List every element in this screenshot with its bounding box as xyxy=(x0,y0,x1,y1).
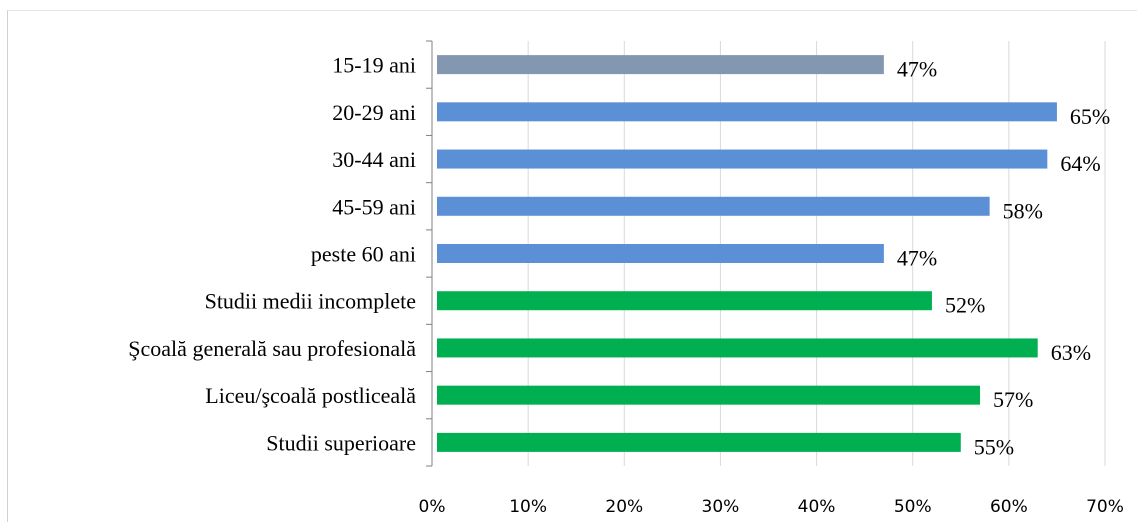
data-label: 55% xyxy=(974,434,1014,459)
data-label: 47% xyxy=(897,246,937,271)
bar xyxy=(437,432,961,452)
bar xyxy=(437,244,884,263)
bar xyxy=(437,149,1048,169)
bar xyxy=(437,196,990,216)
category-label: Studii superioare xyxy=(266,430,416,455)
data-label: 65% xyxy=(1070,104,1110,129)
bar xyxy=(437,102,1057,122)
bar xyxy=(437,385,981,405)
category-label: peste 60 ani xyxy=(311,242,416,267)
category-label: 15-19 ani xyxy=(332,53,416,78)
x-tick-label: 20% xyxy=(605,497,643,517)
x-tick-label: 60% xyxy=(990,497,1028,517)
data-label: 58% xyxy=(1003,198,1043,223)
category-label: 30-44 ani xyxy=(332,147,416,172)
bar xyxy=(437,338,1038,358)
x-tick-label: 50% xyxy=(894,497,932,517)
data-label: 47% xyxy=(897,57,937,82)
category-label: Şcoală generală sau profesională xyxy=(128,336,416,361)
category-label: 45-59 ani xyxy=(332,194,416,219)
data-label: 64% xyxy=(1060,151,1100,176)
x-tick-label: 70% xyxy=(1086,497,1124,517)
chart-frame xyxy=(7,10,1137,522)
category-label: Studii medii incomplete xyxy=(205,289,416,314)
bar xyxy=(437,291,932,311)
category-label: Liceu/şcoală postliceală xyxy=(205,383,416,408)
data-label: 63% xyxy=(1051,340,1091,365)
x-tick-label: 30% xyxy=(702,497,740,517)
x-tick-label: 0% xyxy=(419,497,446,517)
x-tick-label: 10% xyxy=(509,497,547,517)
x-tick-label: 40% xyxy=(798,497,836,517)
data-label: 52% xyxy=(945,293,985,318)
data-label: 57% xyxy=(993,387,1033,412)
category-label: 20-29 ani xyxy=(332,100,416,125)
bar xyxy=(437,55,884,75)
